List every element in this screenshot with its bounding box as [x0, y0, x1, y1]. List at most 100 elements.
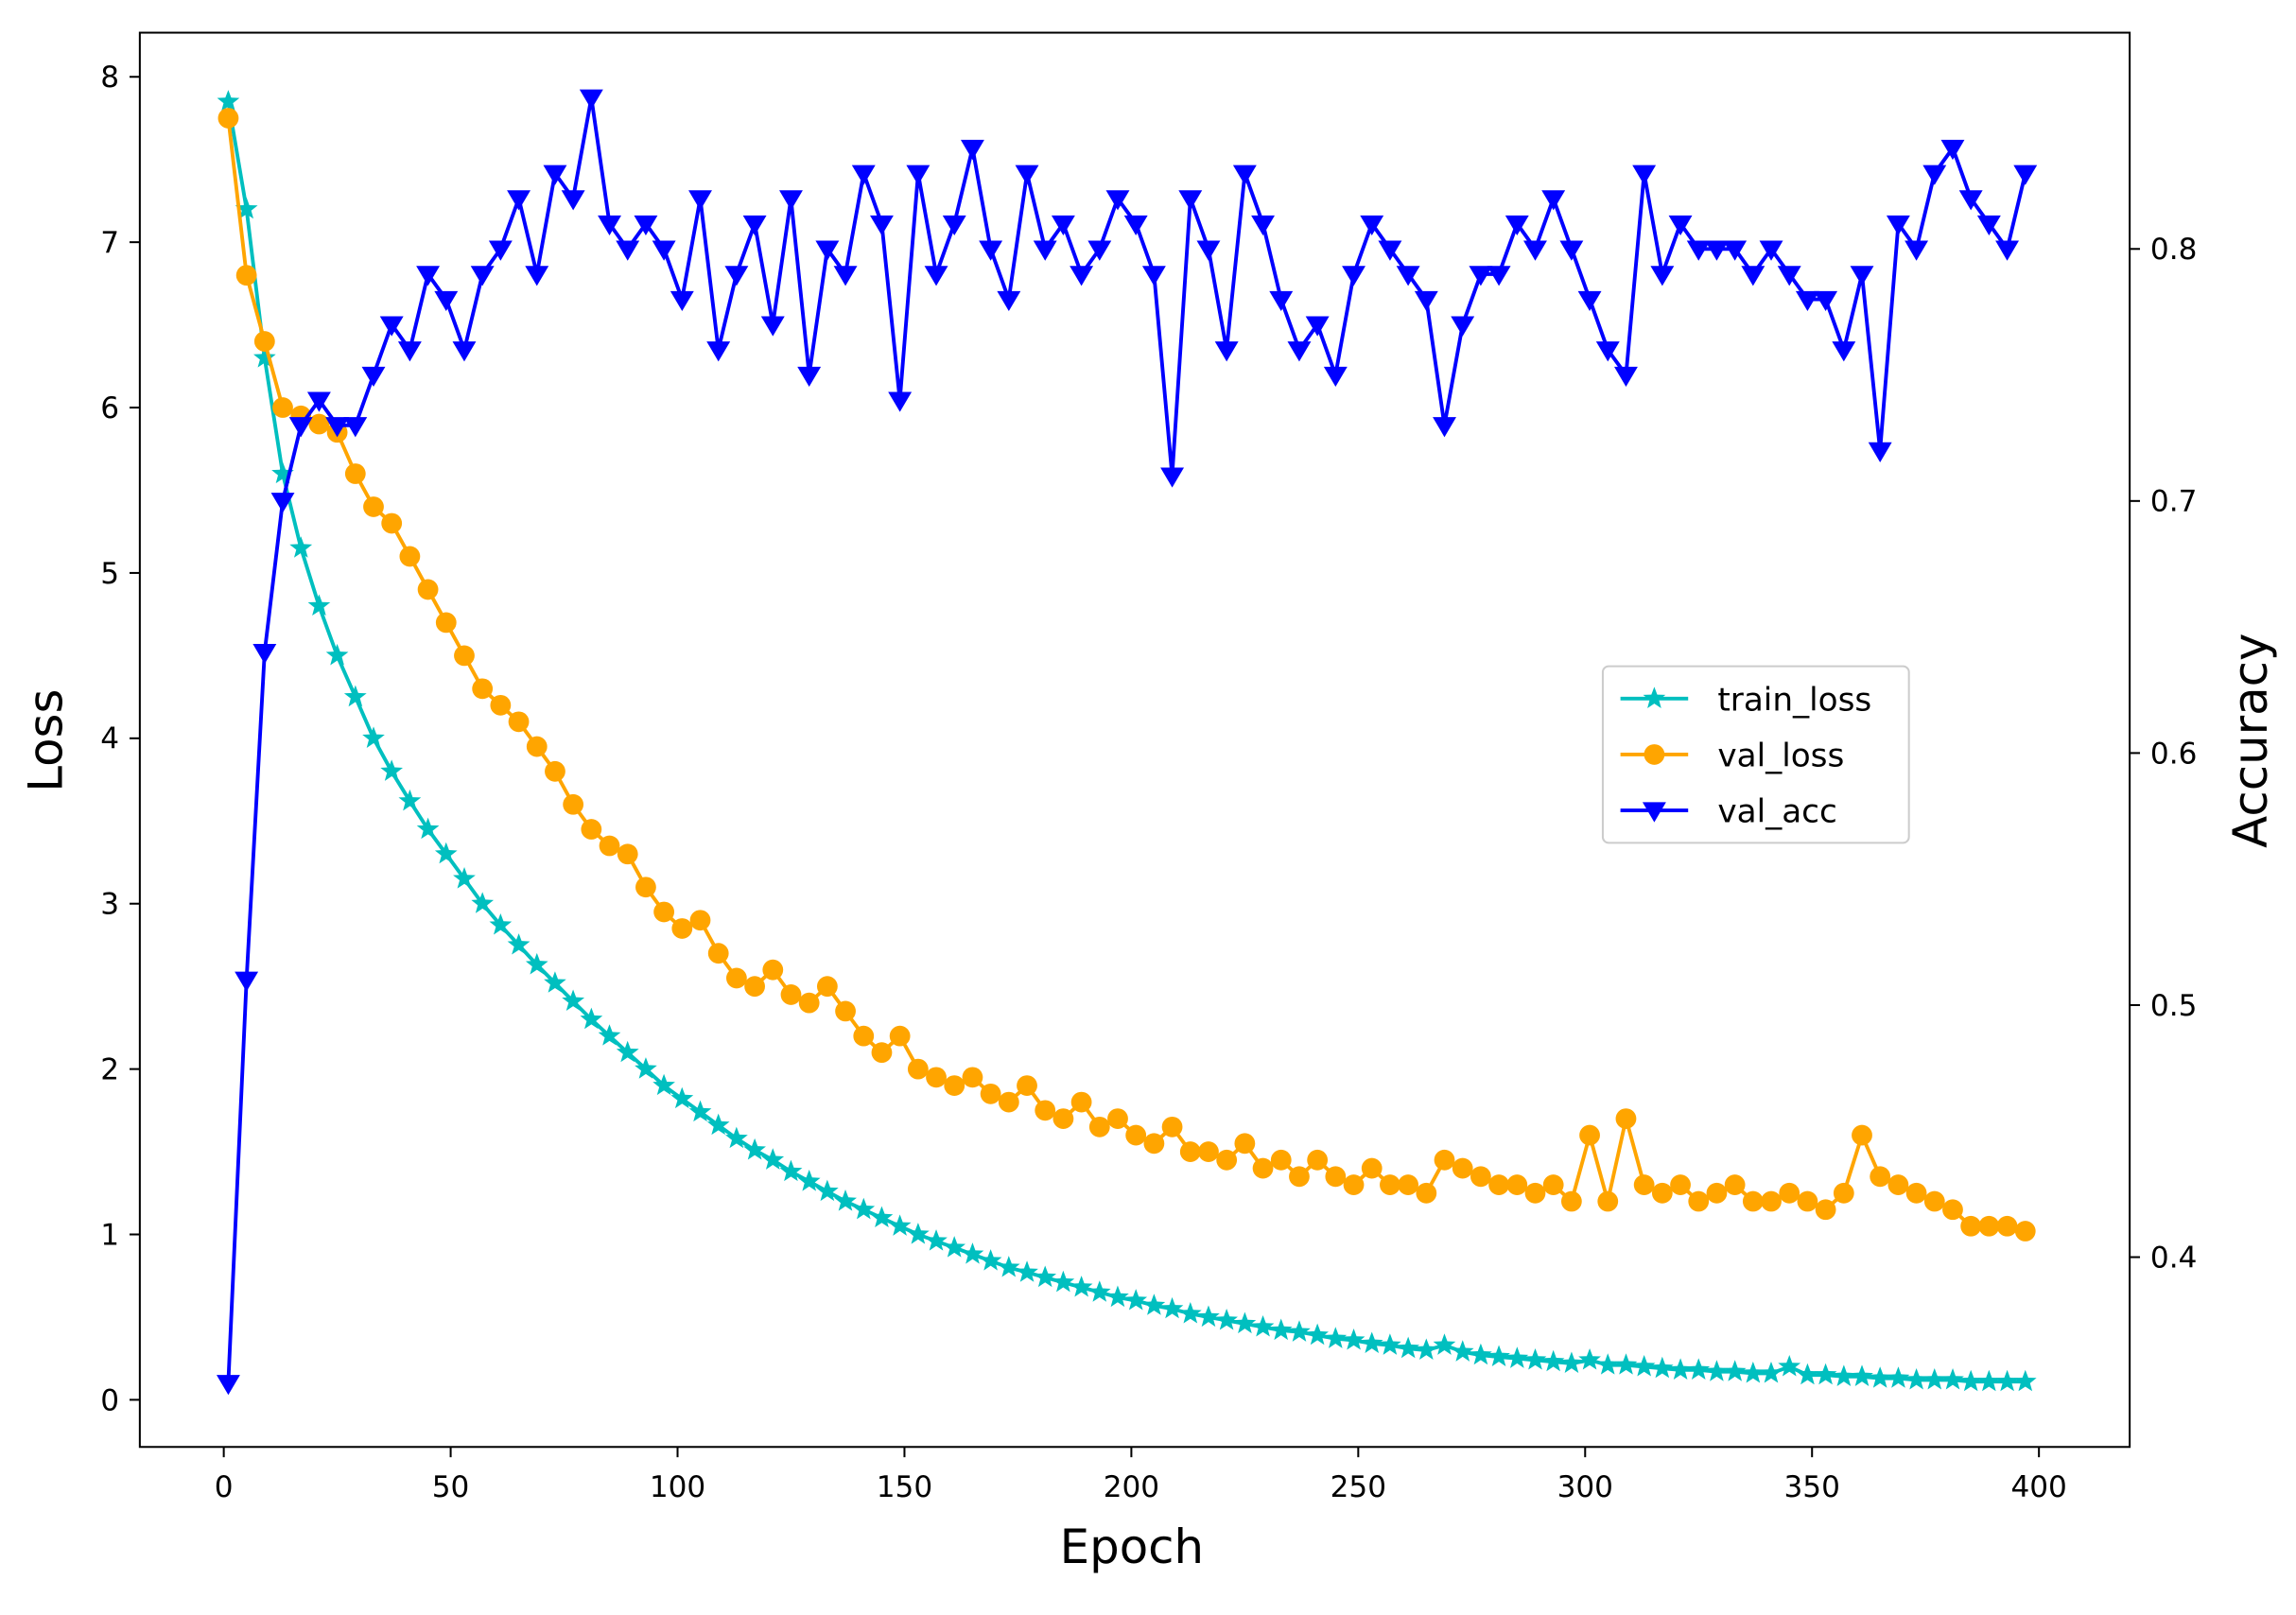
- marker: [1795, 290, 1819, 312]
- marker: [434, 290, 459, 312]
- marker: [1505, 215, 1529, 236]
- marker: [815, 240, 840, 261]
- marker: [1615, 1108, 1637, 1129]
- marker: [1922, 1367, 1946, 1390]
- marker: [706, 1113, 730, 1136]
- marker: [1724, 1174, 1746, 1195]
- marker: [688, 190, 712, 211]
- marker: [652, 240, 676, 261]
- x-tick-label: 250: [1331, 1470, 1386, 1504]
- marker: [398, 789, 422, 811]
- marker: [1487, 1345, 1510, 1366]
- y2-tick-label: 0.8: [2150, 233, 2197, 267]
- marker: [1452, 1157, 1473, 1179]
- marker: [1742, 1190, 1764, 1212]
- marker: [1414, 290, 1438, 312]
- marker: [1143, 1133, 1165, 1155]
- marker: [1451, 316, 1475, 337]
- marker: [1959, 1369, 1983, 1392]
- marker: [470, 266, 495, 287]
- marker: [1670, 1174, 1691, 1195]
- marker: [925, 1229, 948, 1251]
- marker: [1650, 266, 1675, 287]
- marker: [1832, 1364, 1855, 1386]
- marker: [1325, 1166, 1347, 1188]
- marker: [217, 108, 239, 129]
- marker: [780, 984, 802, 1005]
- marker: [1342, 1328, 1365, 1350]
- marker: [307, 594, 331, 616]
- marker: [1995, 240, 2020, 261]
- marker: [1868, 442, 1892, 462]
- marker: [1216, 1149, 1238, 1171]
- marker: [1142, 1294, 1166, 1315]
- marker: [724, 266, 749, 287]
- marker: [1305, 316, 1330, 337]
- y-tick-label: 8: [100, 61, 119, 95]
- marker: [507, 933, 531, 955]
- marker: [853, 1025, 875, 1047]
- marker: [980, 1083, 1001, 1104]
- marker: [1451, 1340, 1474, 1362]
- marker: [599, 835, 620, 857]
- y2-tick-label: 0.6: [2150, 737, 2197, 771]
- marker: [635, 1057, 657, 1079]
- marker: [1396, 266, 1420, 287]
- marker: [362, 726, 385, 748]
- marker: [1723, 1360, 1747, 1381]
- marker: [1741, 266, 1765, 287]
- marker: [454, 645, 475, 667]
- y2-tick-label: 0.4: [2150, 1241, 2197, 1275]
- marker: [306, 391, 331, 412]
- marker: [1869, 1366, 1891, 1388]
- y-tick-label: 4: [100, 722, 119, 756]
- marker: [960, 139, 984, 161]
- marker: [1251, 1314, 1275, 1337]
- marker: [579, 89, 603, 110]
- marker: [252, 644, 277, 665]
- marker: [1178, 190, 1203, 211]
- marker: [943, 1236, 966, 1258]
- marker: [1559, 240, 1584, 261]
- y-tick-label: 5: [100, 557, 119, 591]
- marker: [962, 1067, 983, 1088]
- marker: [1723, 240, 1748, 261]
- marker: [671, 918, 693, 939]
- marker: [272, 397, 293, 418]
- marker: [1542, 1174, 1564, 1195]
- marker: [997, 1256, 1020, 1277]
- marker: [1324, 1327, 1348, 1348]
- marker: [471, 892, 495, 913]
- marker: [761, 1148, 785, 1170]
- marker: [1051, 215, 1075, 236]
- marker: [833, 266, 858, 287]
- marker: [1595, 341, 1620, 362]
- marker: [343, 685, 367, 707]
- marker: [507, 190, 531, 211]
- x-tick-label: 350: [1784, 1470, 1840, 1504]
- marker: [2013, 1369, 2037, 1392]
- marker: [1124, 1289, 1148, 1311]
- marker: [561, 190, 585, 211]
- marker: [1196, 240, 1221, 261]
- marker: [1052, 1108, 1074, 1129]
- marker: [670, 290, 694, 312]
- x-tick-label: 50: [432, 1470, 470, 1504]
- marker: [1705, 1360, 1729, 1381]
- marker: [1397, 1336, 1420, 1359]
- marker: [1814, 290, 1838, 312]
- x-axis-label: Epoch: [1060, 1519, 1204, 1574]
- marker: [816, 976, 838, 998]
- y-tick-label: 0: [100, 1383, 119, 1417]
- marker: [1905, 1182, 1927, 1204]
- marker: [1087, 240, 1112, 261]
- marker: [1541, 190, 1566, 211]
- marker: [1178, 1301, 1202, 1324]
- marker: [1070, 1091, 1092, 1113]
- marker: [343, 417, 368, 438]
- x-tick-label: 300: [1557, 1470, 1613, 1504]
- marker: [1233, 1311, 1257, 1334]
- marker: [1141, 266, 1166, 287]
- marker: [616, 1040, 639, 1063]
- marker: [581, 819, 602, 840]
